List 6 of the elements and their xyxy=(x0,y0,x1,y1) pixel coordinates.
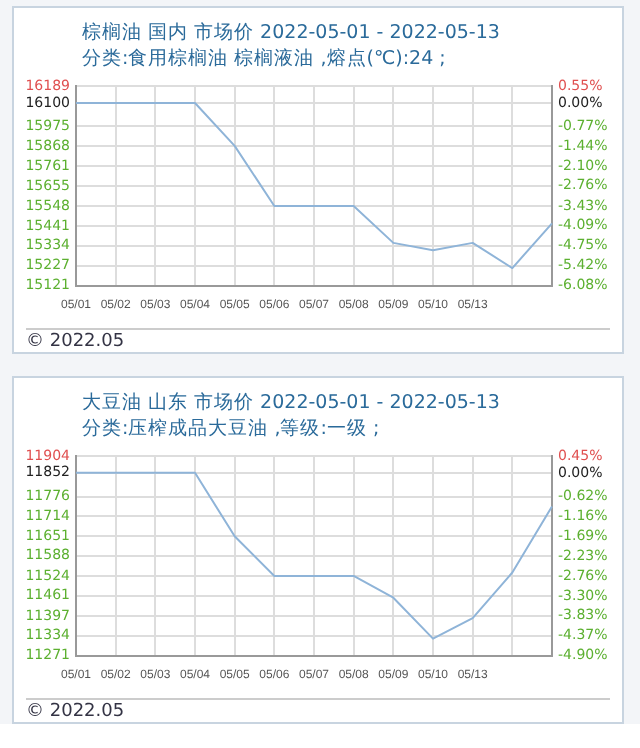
chart-subtitle: 分类:压榨成品大豆油 ,等级:一级 ; xyxy=(82,416,382,442)
text: © 2022.05 xyxy=(26,702,125,722)
chart-title: 棕榈油 国内 市场价 2022-05-01 - 2022-05-13 xyxy=(82,20,502,46)
chart-subtitle: 分类:食用棕榈油 棕榈液油 ,熔点(℃):24 ; xyxy=(82,46,448,72)
text: © 2022.05 xyxy=(26,332,125,352)
chart-title: 大豆油 山东 市场价 2022-05-01 - 2022-05-13 xyxy=(82,390,502,416)
